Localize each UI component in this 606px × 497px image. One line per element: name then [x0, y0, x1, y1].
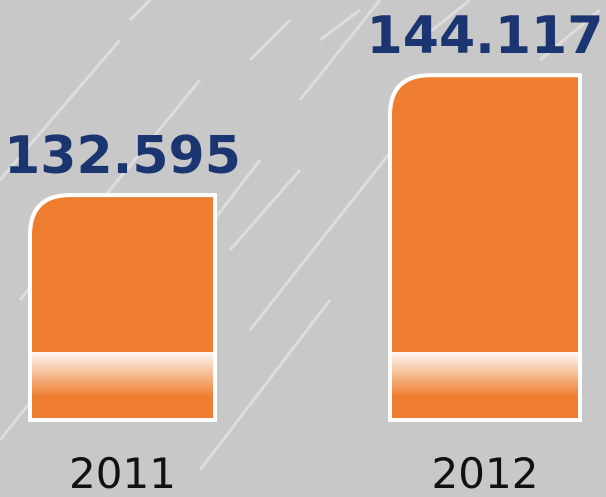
value-label: 132.595 [4, 126, 241, 186]
bar [388, 73, 582, 422]
axis-break [32, 352, 213, 397]
axis-break [392, 352, 578, 397]
x-tick-label: 2012 [432, 449, 539, 497]
x-tick-label: 2011 [69, 449, 176, 497]
value-label: 144.117 [367, 6, 604, 66]
